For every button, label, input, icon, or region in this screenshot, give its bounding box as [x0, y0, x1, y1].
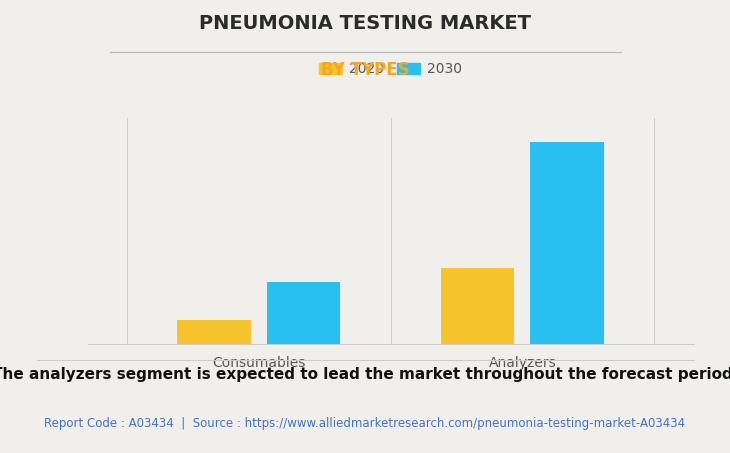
Text: Report Code : A03434  |  Source : https://www.alliedmarketresearch.com/pneumonia: Report Code : A03434 | Source : https://…: [45, 417, 685, 430]
Text: PNEUMONIA TESTING MARKET: PNEUMONIA TESTING MARKET: [199, 14, 531, 33]
Bar: [266, 282, 340, 344]
Bar: [177, 320, 251, 344]
Bar: [441, 268, 515, 344]
Bar: [530, 142, 604, 344]
Text: The analyzers segment is expected to lead the market throughout the forecast per: The analyzers segment is expected to lea…: [0, 367, 730, 382]
Text: BY TYPES: BY TYPES: [320, 61, 410, 79]
Legend: 2020, 2030: 2020, 2030: [314, 57, 467, 82]
